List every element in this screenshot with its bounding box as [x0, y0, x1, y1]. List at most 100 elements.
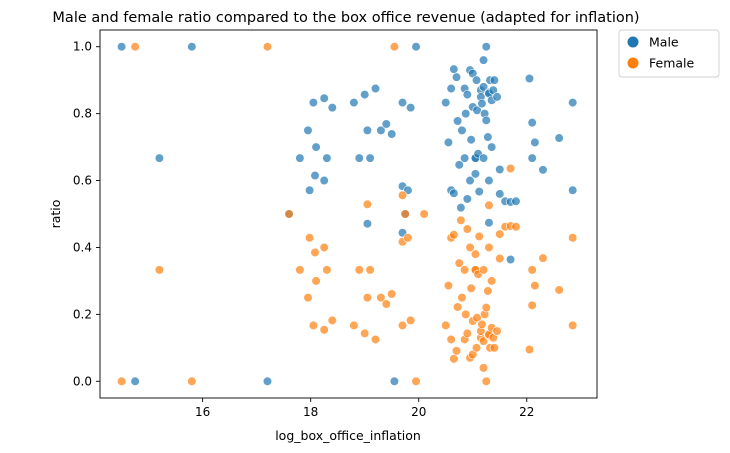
point-female	[568, 233, 578, 243]
point-male	[319, 175, 329, 186]
x-tick-label: 16	[195, 405, 210, 419]
point-female	[466, 283, 476, 293]
point-female	[554, 285, 564, 295]
point-female	[527, 300, 537, 310]
point-female	[400, 209, 410, 219]
legend-marker-female	[627, 57, 639, 69]
x-axis: 16 18 20 22	[195, 398, 534, 419]
point-female	[495, 253, 505, 264]
point-male	[303, 125, 313, 135]
point-female	[483, 286, 493, 296]
point-male	[453, 116, 463, 126]
point-male	[362, 125, 373, 135]
point-male	[360, 89, 370, 100]
x-tick-label: 22	[519, 405, 534, 419]
y-tick-label: 0.8	[73, 107, 92, 121]
point-male	[554, 133, 564, 143]
point-male	[349, 97, 359, 108]
y-tick-label: 0.0	[73, 374, 92, 388]
legend-label-female: Female	[649, 56, 695, 71]
point-female	[465, 242, 475, 253]
point-female	[474, 231, 484, 242]
point-male	[389, 376, 400, 386]
point-female	[451, 346, 462, 356]
point-male	[457, 125, 467, 135]
legend-frame	[618, 29, 720, 78]
point-female	[511, 222, 521, 232]
point-male	[381, 119, 391, 129]
point-male	[456, 203, 466, 213]
point-male	[187, 42, 197, 52]
legend: Male Female	[618, 29, 720, 78]
point-female	[568, 320, 578, 331]
point-male	[311, 142, 321, 152]
point-female	[453, 302, 463, 312]
point-female	[322, 265, 332, 275]
y-axis-label: ratio	[48, 200, 63, 229]
point-female	[360, 328, 370, 339]
legend-label-male: Male	[649, 35, 679, 50]
point-male	[449, 188, 459, 198]
point-female	[370, 334, 381, 345]
point-male	[538, 165, 548, 175]
point-female	[487, 276, 497, 286]
point-male	[462, 89, 472, 100]
point-male	[487, 142, 497, 152]
point-male	[568, 185, 578, 195]
point-female	[311, 276, 321, 286]
point-female	[457, 293, 467, 303]
point-female	[117, 376, 127, 386]
y-tick-label: 0.6	[73, 174, 92, 188]
point-female	[303, 293, 313, 303]
point-female	[319, 242, 329, 253]
point-female	[449, 354, 459, 364]
point-female	[406, 315, 416, 325]
point-male	[472, 105, 482, 115]
point-male	[481, 42, 491, 52]
y-tick-label: 0.2	[73, 307, 92, 321]
point-male	[387, 129, 397, 139]
point-male	[527, 153, 537, 163]
legend-marker-male	[627, 36, 639, 48]
point-male	[362, 219, 373, 229]
point-female	[538, 253, 548, 263]
point-female	[308, 320, 318, 331]
point-female	[305, 233, 315, 243]
point-male	[478, 82, 489, 92]
point-male	[524, 73, 535, 84]
point-female	[449, 230, 459, 240]
point-female	[470, 249, 481, 259]
point-male	[154, 153, 165, 163]
point-male	[443, 137, 454, 148]
point-male	[484, 218, 494, 228]
point-female	[397, 320, 408, 331]
point-male	[483, 132, 493, 142]
point-female	[478, 363, 489, 373]
point-female	[462, 328, 472, 339]
point-male	[406, 103, 416, 113]
point-male	[477, 98, 487, 109]
point-male	[117, 42, 127, 52]
point-female	[389, 42, 400, 52]
point-male	[376, 125, 386, 135]
point-female	[527, 265, 537, 275]
x-axis-label: log_box_office_inflation	[275, 428, 421, 443]
point-male	[478, 55, 489, 65]
chart-title: Male and female ratio compared to the bo…	[52, 10, 639, 26]
point-female	[481, 303, 491, 313]
point-male	[495, 189, 505, 199]
y-axis: 0.0 0.2 0.4 0.6 0.8 1.0	[73, 40, 100, 388]
point-female	[481, 376, 491, 386]
point-male	[130, 376, 140, 386]
point-female	[362, 293, 373, 303]
point-male	[495, 164, 505, 175]
point-female	[477, 319, 487, 330]
point-male	[527, 118, 537, 128]
point-female	[376, 293, 386, 303]
point-female	[443, 280, 454, 291]
point-female	[530, 280, 540, 291]
point-female	[460, 265, 470, 275]
point-male	[319, 93, 329, 103]
x-tick-label: 18	[303, 405, 318, 419]
